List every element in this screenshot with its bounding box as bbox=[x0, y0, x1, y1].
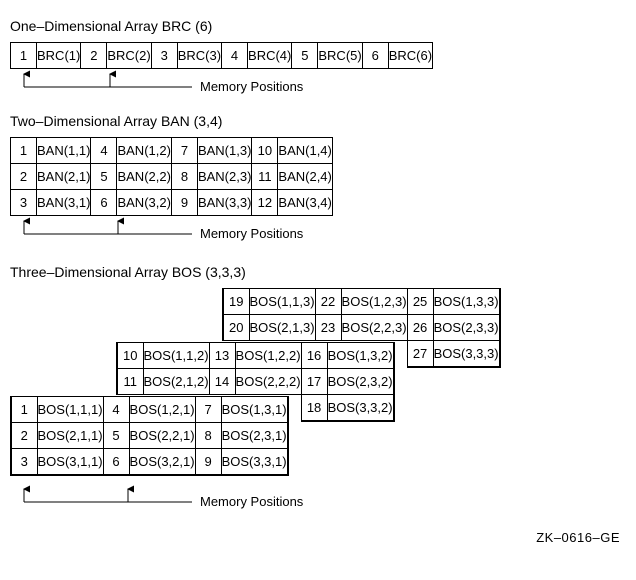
brc-idx: 4 bbox=[222, 43, 248, 69]
bos-idx: 25 bbox=[407, 289, 433, 315]
bos-idx: 1 bbox=[11, 397, 37, 423]
bos-val: BOS(3,1,1) bbox=[37, 449, 103, 475]
ban-idx: 3 bbox=[11, 190, 37, 216]
brc-val: BRC(5) bbox=[318, 43, 362, 69]
bos-val: BOS(3,3,2) bbox=[327, 395, 394, 421]
ban-val: BAN(3,2) bbox=[117, 190, 171, 216]
ban-val: BAN(3,1) bbox=[37, 190, 91, 216]
brc-val: BRC(1) bbox=[37, 43, 81, 69]
bos-val: BOS(1,2,3) bbox=[341, 289, 407, 315]
ban-idx: 1 bbox=[11, 138, 37, 164]
ban-val: BAN(3,3) bbox=[197, 190, 251, 216]
ban-val: BAN(3,4) bbox=[278, 190, 332, 216]
brc-val: BRC(6) bbox=[388, 43, 432, 69]
bos-idx: 10 bbox=[117, 343, 143, 369]
ban-idx: 7 bbox=[171, 138, 197, 164]
ban-val: BAN(2,2) bbox=[117, 164, 171, 190]
bos-val: BOS(1,2,2) bbox=[235, 343, 301, 369]
bos-val: BOS(2,3,1) bbox=[221, 423, 288, 449]
bos-idx: 18 bbox=[301, 395, 327, 421]
bos-val: BOS(1,3,3) bbox=[433, 289, 500, 315]
bos-idx: 11 bbox=[117, 369, 143, 395]
ban-idx: 4 bbox=[91, 138, 117, 164]
ban-idx: 9 bbox=[171, 190, 197, 216]
bos-val: BOS(2,2,1) bbox=[129, 423, 195, 449]
mem-annotation-3d: Memory Positions bbox=[10, 484, 330, 522]
ban-val: BAN(1,2) bbox=[117, 138, 171, 164]
bos-val: BOS(1,3,1) bbox=[221, 397, 288, 423]
ban-idx: 5 bbox=[91, 164, 117, 190]
mem-annotation-1d: Memory Positions bbox=[10, 69, 330, 107]
bos-idx: 9 bbox=[195, 449, 221, 475]
bos-idx: 22 bbox=[315, 289, 341, 315]
title-3d: Three–Dimensional Array BOS (3,3,3) bbox=[10, 264, 626, 280]
bos-val: BOS(2,1,2) bbox=[143, 369, 209, 395]
bos-val: BOS(2,2,2) bbox=[235, 369, 301, 395]
mem-label: Memory Positions bbox=[200, 494, 304, 509]
title-2d: Two–Dimensional Array BAN (3,4) bbox=[10, 113, 626, 129]
bos-val: BOS(1,1,3) bbox=[249, 289, 315, 315]
bos-idx: 5 bbox=[103, 423, 129, 449]
ban-val: BAN(2,3) bbox=[197, 164, 251, 190]
brc-table: 1 BRC(1) 2 BRC(2) 3 BRC(3) 4 BRC(4) 5 BR… bbox=[10, 42, 433, 69]
ban-val: BAN(1,1) bbox=[37, 138, 91, 164]
mem-label: Memory Positions bbox=[200, 226, 304, 241]
ban-val: BAN(1,3) bbox=[197, 138, 251, 164]
brc-idx: 1 bbox=[11, 43, 37, 69]
bos-layer1: 1BOS(1,1,1) 4BOS(1,2,1) 7BOS(1,3,1) 2BOS… bbox=[10, 396, 289, 476]
ban-val: BAN(2,1) bbox=[37, 164, 91, 190]
bos-idx: 20 bbox=[223, 315, 249, 341]
bos-idx: 7 bbox=[195, 397, 221, 423]
bos-val: BOS(2,1,1) bbox=[37, 423, 103, 449]
brc-val: BRC(4) bbox=[248, 43, 292, 69]
bos-val: BOS(3,3,1) bbox=[221, 449, 288, 475]
bos-val: BOS(1,1,2) bbox=[143, 343, 209, 369]
ban-idx: 12 bbox=[252, 190, 278, 216]
brc-idx: 2 bbox=[81, 43, 107, 69]
bos-val: BOS(2,3,2) bbox=[327, 369, 394, 395]
ban-idx: 10 bbox=[252, 138, 278, 164]
bos-idx: 6 bbox=[103, 449, 129, 475]
mem-annotation-2d: Memory Positions bbox=[10, 216, 330, 254]
title-1d: One–Dimensional Array BRC (6) bbox=[10, 18, 626, 34]
bos-idx: 17 bbox=[301, 369, 327, 395]
bos-idx: 19 bbox=[223, 289, 249, 315]
bos-val: BOS(1,3,2) bbox=[327, 343, 394, 369]
ban-idx: 8 bbox=[171, 164, 197, 190]
bos-val: BOS(2,1,3) bbox=[249, 315, 315, 341]
bos-idx: 23 bbox=[315, 315, 341, 341]
bos-idx: 4 bbox=[103, 397, 129, 423]
ban-idx: 11 bbox=[252, 164, 278, 190]
ban-val: BAN(2,4) bbox=[278, 164, 332, 190]
bos-val: BOS(2,2,3) bbox=[341, 315, 407, 341]
bos-idx: 8 bbox=[195, 423, 221, 449]
bos-idx: 26 bbox=[407, 315, 433, 341]
bos-val: BOS(3,3,3) bbox=[433, 341, 500, 367]
bos-val: BOS(1,1,1) bbox=[37, 397, 103, 423]
figure-id: ZK–0616–GE bbox=[10, 530, 626, 545]
ban-table: 1BAN(1,1) 4BAN(1,2) 7BAN(1,3) 10BAN(1,4)… bbox=[10, 137, 333, 216]
ban-idx: 6 bbox=[91, 190, 117, 216]
mem-label: Memory Positions bbox=[200, 79, 304, 94]
brc-idx: 5 bbox=[292, 43, 318, 69]
brc-idx: 6 bbox=[362, 43, 388, 69]
bos-val: BOS(2,3,3) bbox=[433, 315, 500, 341]
bos-idx: 14 bbox=[209, 369, 235, 395]
ban-val: BAN(1,4) bbox=[278, 138, 332, 164]
bos-val: BOS(1,2,1) bbox=[129, 397, 195, 423]
ban-idx: 2 bbox=[11, 164, 37, 190]
bos-idx: 27 bbox=[407, 341, 433, 367]
bos-val: BOS(3,2,1) bbox=[129, 449, 195, 475]
brc-val: BRC(3) bbox=[177, 43, 221, 69]
bos-idx: 16 bbox=[301, 343, 327, 369]
bos-idx: 3 bbox=[11, 449, 37, 475]
brc-idx: 3 bbox=[151, 43, 177, 69]
bos-idx: 13 bbox=[209, 343, 235, 369]
bos-3d-stack: 19BOS(1,1,3) 22BOS(1,2,3) 25BOS(1,3,3) 2… bbox=[10, 288, 626, 484]
brc-val: BRC(2) bbox=[107, 43, 151, 69]
bos-idx: 2 bbox=[11, 423, 37, 449]
